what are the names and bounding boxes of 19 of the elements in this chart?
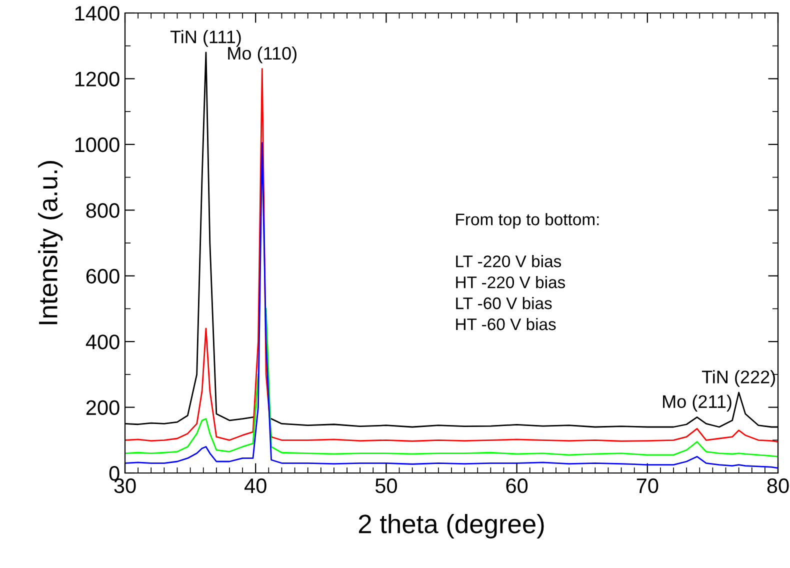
y-tick-label: 1400 (75, 6, 120, 21)
y-tick-label: 600 (86, 268, 120, 284)
y-tick-label: 1200 (75, 72, 120, 86)
annotation: TiN (222) (702, 370, 775, 387)
x-tick-label: 60 (506, 478, 528, 494)
annotation: Mo (110) (228, 46, 296, 64)
x-tick-label: 50 (375, 478, 397, 494)
text: From top to bottom: LT -220 V bias HT -220 V bias LT -60 V bias HT -60 V bias (456, 213, 599, 330)
y-tick-label: 200 (86, 400, 120, 416)
y-tick-label: 800 (86, 203, 120, 218)
x-axis-title: 2 theta (degree) (358, 514, 544, 539)
annotation: Mo (211) (663, 394, 732, 412)
x-tick-label: 40 (244, 478, 266, 494)
y-axis-title: Intensity (a.u.) (38, 161, 63, 324)
x-tick-label: 80 (767, 478, 789, 494)
y-tick-label: 400 (86, 334, 120, 350)
x-tick-label: 70 (636, 478, 658, 494)
y-tick-label: 1000 (75, 137, 120, 152)
annotation: TiN (111) (170, 30, 241, 47)
